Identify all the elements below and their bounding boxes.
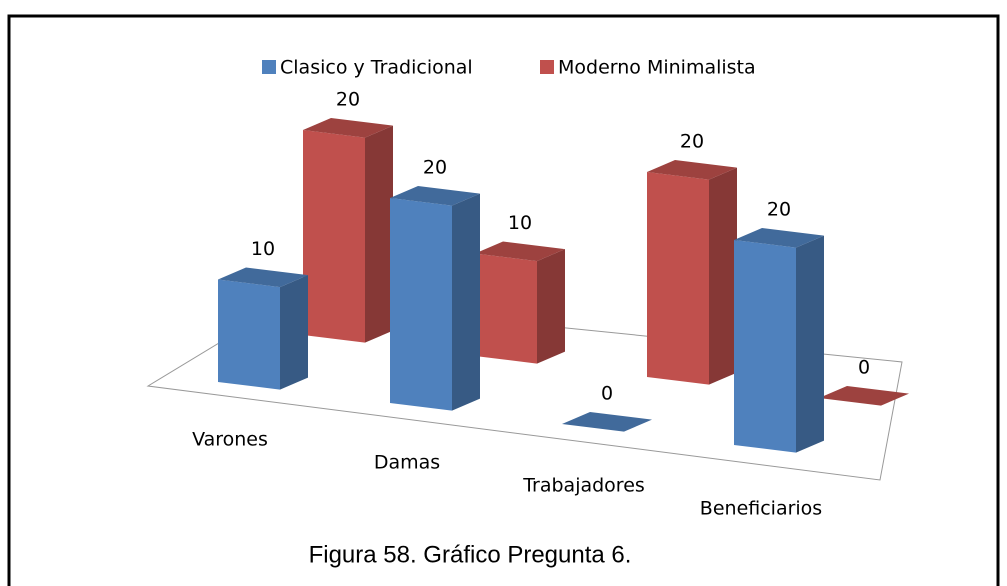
data-label: 20 bbox=[680, 131, 704, 153]
bar-top bbox=[390, 186, 480, 206]
bar-front bbox=[647, 172, 709, 385]
data-label: 20 bbox=[767, 199, 791, 221]
bar-top bbox=[218, 267, 308, 288]
caption: Figura 58. Gráfico Pregunta 6. bbox=[309, 541, 632, 568]
bar-side bbox=[280, 275, 308, 390]
bar-side bbox=[365, 125, 393, 343]
bar bbox=[734, 228, 824, 453]
bar-side bbox=[452, 193, 480, 411]
bar-front bbox=[303, 130, 365, 343]
bar bbox=[390, 186, 480, 411]
data-label: 20 bbox=[423, 157, 447, 179]
legend-swatch bbox=[540, 60, 554, 74]
legend-label: Moderno Minimalista bbox=[558, 57, 756, 79]
data-label: 20 bbox=[336, 89, 360, 111]
bar-top bbox=[734, 228, 824, 248]
bar-top bbox=[647, 160, 737, 180]
data-label: 0 bbox=[601, 383, 613, 405]
x-tick-label: Varones bbox=[192, 429, 268, 451]
x-tick-label: Beneficiarios bbox=[700, 498, 822, 520]
bar-front bbox=[734, 240, 796, 453]
bar bbox=[819, 386, 909, 406]
bar bbox=[562, 412, 652, 432]
bar-front bbox=[475, 253, 537, 364]
bar-top bbox=[475, 241, 565, 262]
bar-side bbox=[796, 235, 824, 453]
data-label: 10 bbox=[508, 212, 532, 234]
data-label: 10 bbox=[251, 238, 275, 260]
bar-front bbox=[390, 198, 452, 411]
bar bbox=[218, 267, 308, 390]
bar bbox=[475, 241, 565, 364]
x-tick-label: Trabajadores bbox=[522, 475, 645, 497]
bar-top bbox=[303, 118, 393, 138]
bar-front bbox=[218, 279, 280, 390]
data-label: 0 bbox=[858, 357, 870, 379]
bar bbox=[303, 118, 393, 343]
x-tick-label: Damas bbox=[374, 452, 440, 474]
bar-top bbox=[562, 412, 652, 432]
bar-side bbox=[537, 249, 565, 364]
legend-swatch bbox=[262, 60, 276, 74]
bar-side bbox=[709, 167, 737, 385]
bar bbox=[647, 160, 737, 385]
bar-top bbox=[819, 386, 909, 406]
legend-label: Clasico y Tradicional bbox=[280, 57, 473, 79]
